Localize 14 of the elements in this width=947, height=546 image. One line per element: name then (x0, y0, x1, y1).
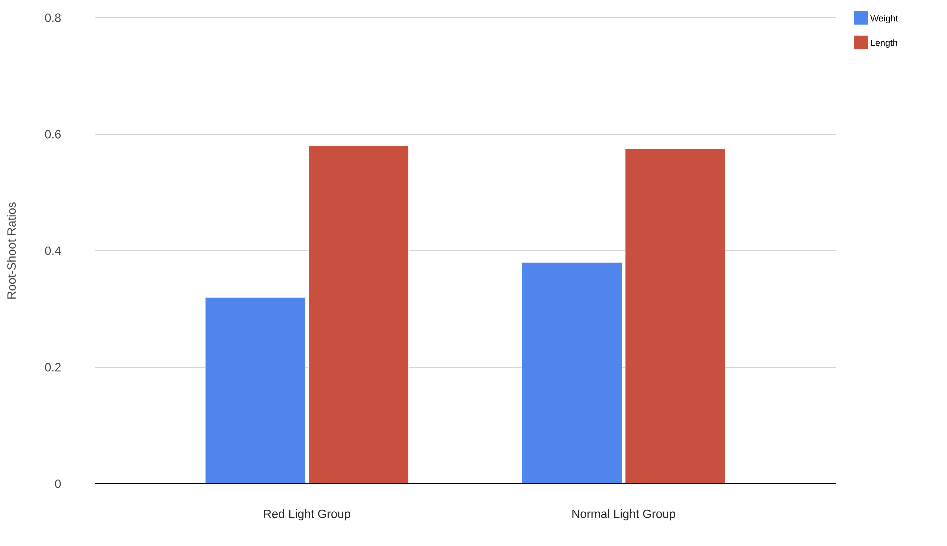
bar (205, 297, 306, 484)
legend-label: Weight (870, 15, 898, 24)
x-tick-label: Normal Light Group (572, 510, 676, 521)
legend-label: Length (871, 40, 898, 48)
y-tick-label: 0 (55, 480, 62, 488)
y-tick-label: 0.2 (45, 363, 61, 372)
x-tick-label: Red Light Group (264, 510, 351, 521)
y-tick-label: 0.4 (45, 246, 62, 256)
y-axis-title: Root-Shoot Ratios (7, 202, 16, 299)
bar (522, 262, 623, 484)
y-tick-label: 0.8 (45, 14, 61, 22)
bar (308, 146, 410, 484)
y-tick-label: 0.6 (45, 130, 61, 139)
bar (625, 148, 726, 484)
